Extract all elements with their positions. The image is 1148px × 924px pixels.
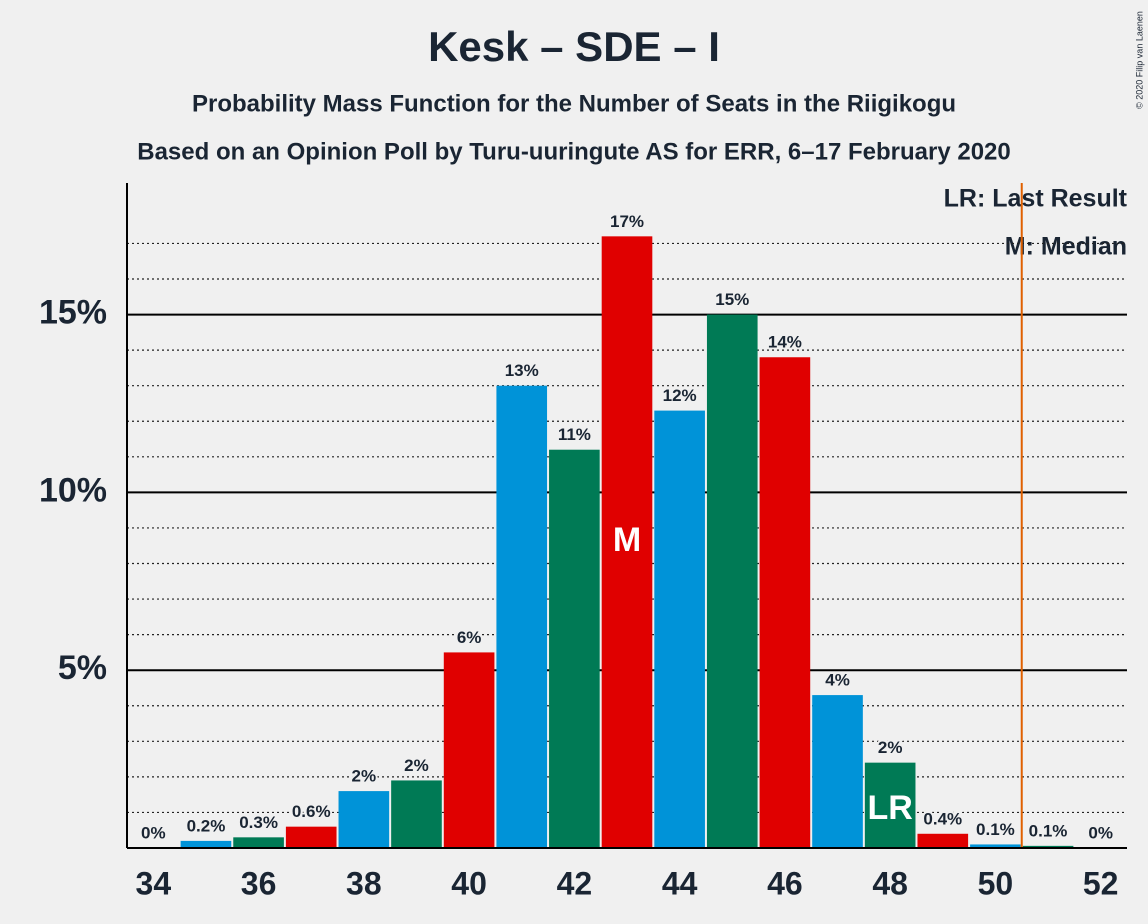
bar bbox=[1022, 845, 1074, 848]
x-tick-label: 44 bbox=[662, 865, 698, 901]
value-label: 0.1% bbox=[976, 820, 1015, 839]
copyright: © 2020 Filip van Laenen bbox=[1134, 11, 1144, 109]
bar bbox=[654, 410, 705, 848]
chart-subtitle: Probability Mass Function for the Number… bbox=[192, 90, 956, 117]
y-tick-label: 15% bbox=[39, 294, 107, 332]
value-label: 0% bbox=[1088, 823, 1113, 842]
value-label: 2% bbox=[878, 738, 903, 757]
value-label: 4% bbox=[825, 671, 850, 690]
y-tick-label: 10% bbox=[39, 471, 107, 509]
value-label: 0.3% bbox=[239, 813, 278, 832]
chart-title: Kesk – SDE – I bbox=[428, 23, 720, 70]
value-label: 17% bbox=[610, 212, 644, 231]
bar bbox=[180, 840, 232, 848]
x-tick-label: 48 bbox=[872, 865, 908, 901]
value-label: 0% bbox=[141, 823, 166, 842]
legend-entry: M: Median bbox=[1005, 233, 1127, 261]
x-tick-label: 36 bbox=[241, 865, 277, 901]
bar bbox=[391, 780, 442, 848]
bar bbox=[285, 826, 337, 848]
value-label: 6% bbox=[457, 628, 482, 647]
bar bbox=[338, 791, 390, 848]
x-tick-label: 50 bbox=[978, 865, 1014, 901]
value-label: 2% bbox=[404, 756, 429, 775]
bar bbox=[759, 357, 811, 848]
value-label: 11% bbox=[558, 425, 591, 444]
x-tick-label: 42 bbox=[557, 865, 593, 901]
bar bbox=[496, 385, 548, 848]
x-tick-label: 52 bbox=[1083, 865, 1119, 901]
x-tick-label: 46 bbox=[767, 865, 803, 901]
value-label: 15% bbox=[715, 290, 749, 309]
value-label: 12% bbox=[663, 386, 697, 405]
y-tick-label: 5% bbox=[58, 649, 107, 687]
value-label: 0.1% bbox=[1029, 821, 1068, 840]
bar bbox=[917, 833, 969, 848]
last-result-marker: LR bbox=[867, 789, 912, 827]
value-label: 2% bbox=[352, 767, 377, 786]
legend-entry: LR: Last Result bbox=[944, 185, 1128, 213]
chart-subtitle: Based on an Opinion Poll by Turu-uuringu… bbox=[137, 138, 1010, 165]
value-label: 0.4% bbox=[923, 809, 962, 828]
bar bbox=[864, 762, 916, 848]
value-label: 13% bbox=[505, 361, 539, 380]
bar bbox=[706, 314, 758, 849]
bar bbox=[443, 652, 495, 848]
value-label: 14% bbox=[768, 333, 802, 352]
bar bbox=[233, 837, 284, 848]
bar bbox=[601, 236, 653, 849]
x-tick-label: 38 bbox=[346, 865, 382, 901]
bar bbox=[549, 449, 600, 848]
value-label: 0.2% bbox=[187, 816, 226, 835]
x-tick-label: 40 bbox=[451, 865, 487, 901]
bar bbox=[812, 695, 863, 848]
x-tick-label: 34 bbox=[136, 865, 172, 901]
value-label: 0.6% bbox=[292, 802, 331, 821]
median-marker: M bbox=[613, 521, 641, 559]
bar bbox=[970, 844, 1021, 848]
